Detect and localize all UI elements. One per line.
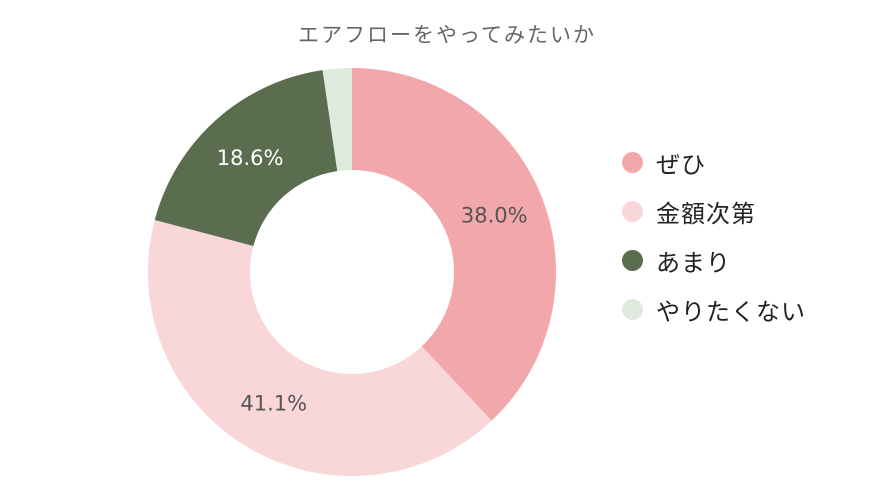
slices-group [147, 68, 557, 477]
legend-swatch-3 [622, 250, 643, 271]
legend-item-4: やりたくない [622, 285, 882, 334]
slice-labels-group: 38.0% 41.1% 18.6% [217, 146, 528, 416]
slice-label-3: 18.6% [217, 146, 284, 170]
legend-swatch-2 [622, 201, 643, 222]
legend-item-2: 金額次第 [622, 187, 882, 236]
chart-title: エアフローをやってみたいか [298, 23, 596, 47]
legend-label-2: 金額次第 [656, 200, 756, 228]
slice-label-2: 41.1% [240, 391, 307, 415]
slice-2 [147, 220, 492, 477]
legend-label-4: やりたくない [656, 298, 806, 326]
legend: ぜひ金額次第あまりやりたくない [622, 138, 882, 334]
legend-swatch-4 [622, 299, 643, 320]
legend-item-3: あまり [622, 236, 882, 285]
legend-swatch-1 [622, 152, 643, 173]
slice-4 [322, 68, 352, 172]
slice-3 [154, 70, 338, 247]
legend-label-1: ぜひ [656, 151, 706, 179]
slice-1 [352, 68, 557, 421]
legend-item-1: ぜひ [622, 138, 882, 187]
legend-label-3: あまり [656, 249, 731, 277]
slice-label-1: 38.0% [461, 204, 528, 228]
